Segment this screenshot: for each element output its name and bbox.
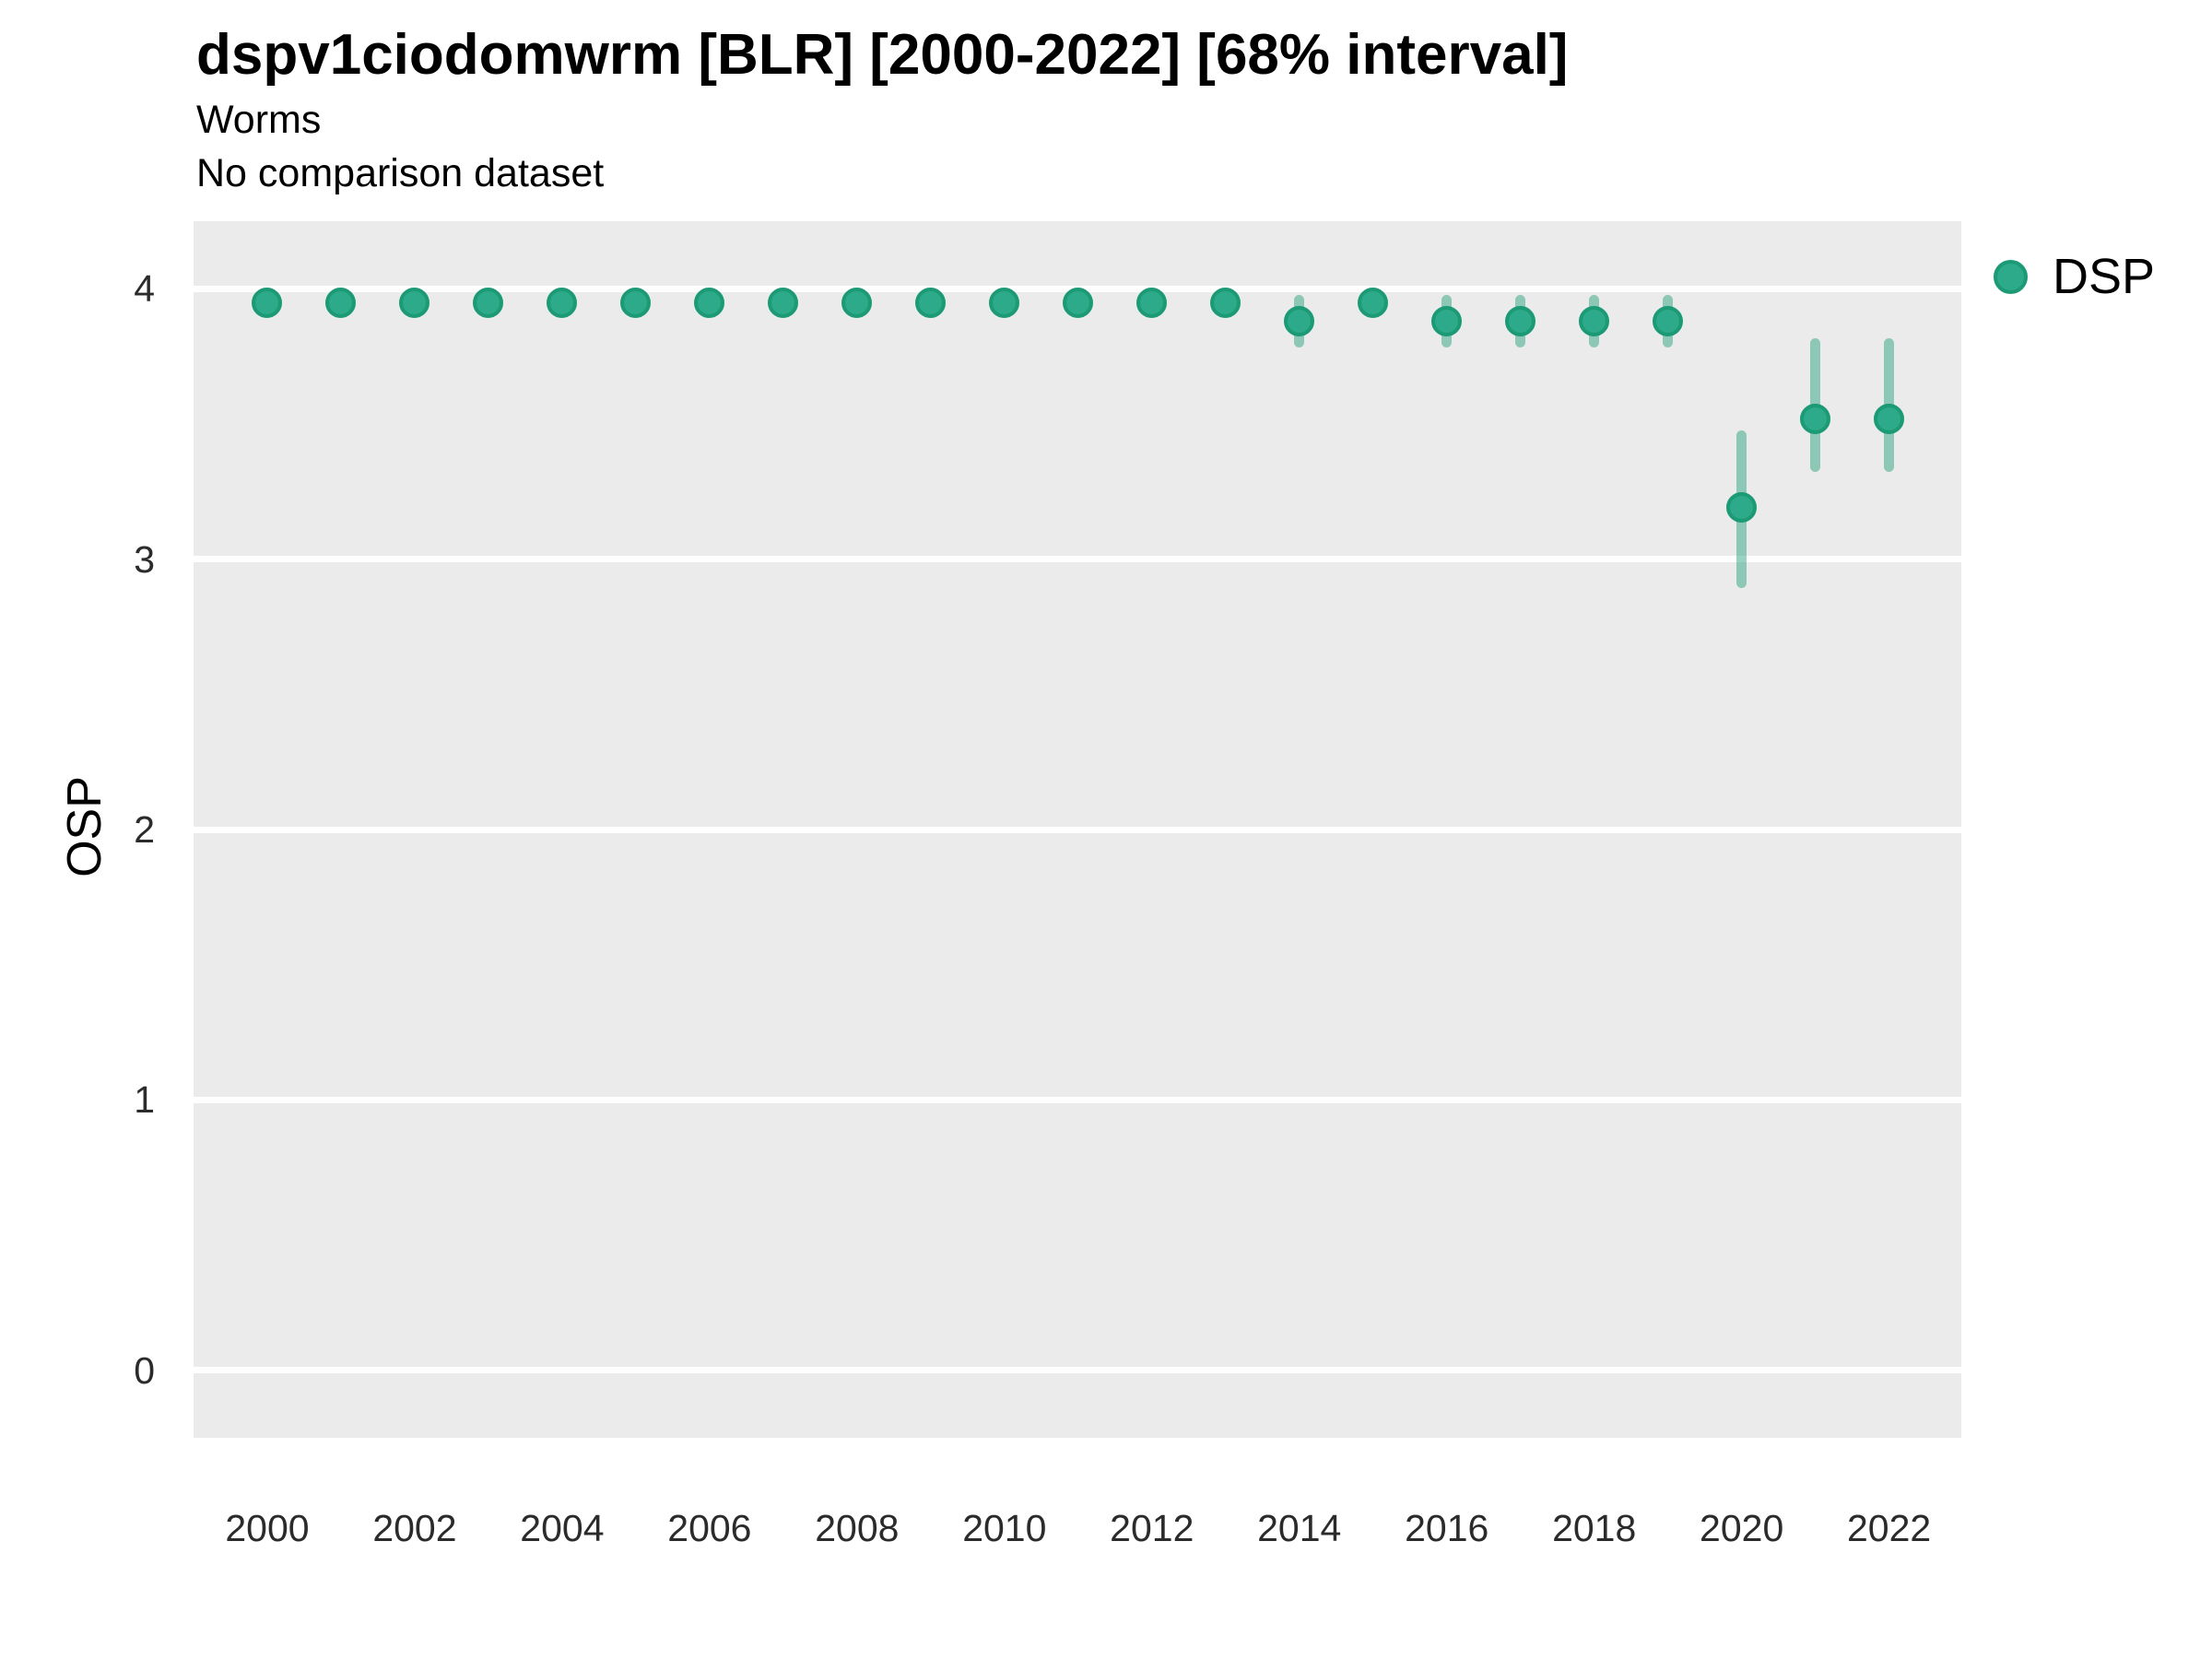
data-point-2012 xyxy=(1136,287,1168,318)
y-tick-label-0: 0 xyxy=(134,1348,155,1392)
plot-panel xyxy=(194,221,1961,1438)
data-point-2013 xyxy=(1210,287,1241,318)
data-point-2016 xyxy=(1431,306,1463,337)
data-point-2015 xyxy=(1358,287,1389,318)
y-tick-label-4: 4 xyxy=(134,267,155,311)
chart-title: dspv1ciodomwrm [BLR] [2000-2022] [68% in… xyxy=(196,23,1569,87)
legend-point-icon xyxy=(1994,260,2028,294)
x-tick-label-2016: 2016 xyxy=(1405,1507,1489,1549)
data-point-2022 xyxy=(1874,403,1905,434)
data-point-2006 xyxy=(694,287,725,318)
data-point-2011 xyxy=(1063,287,1094,318)
x-tick-label-2008: 2008 xyxy=(815,1507,900,1549)
x-tick-label-2006: 2006 xyxy=(667,1507,752,1549)
y-tick-label-1: 1 xyxy=(134,1078,155,1122)
data-point-2019 xyxy=(1653,306,1684,337)
legend-label: DSP xyxy=(2053,249,2156,304)
x-tick-label-2022: 2022 xyxy=(1847,1507,1932,1549)
x-tick-label-2000: 2000 xyxy=(225,1507,310,1549)
gridline-y-1 xyxy=(194,1096,1961,1103)
y-tick-label-2: 2 xyxy=(134,808,155,851)
data-point-2002 xyxy=(399,287,430,318)
data-point-2017 xyxy=(1505,306,1536,337)
data-point-2018 xyxy=(1579,306,1610,337)
x-tick-label-2012: 2012 xyxy=(1110,1507,1194,1549)
data-point-2010 xyxy=(989,287,1020,318)
data-point-2008 xyxy=(841,287,873,318)
data-point-2020 xyxy=(1726,492,1758,524)
y-tick-label-3: 3 xyxy=(134,537,155,581)
gridline-y-3 xyxy=(194,556,1961,563)
x-tick-label-2004: 2004 xyxy=(520,1507,605,1549)
data-point-2021 xyxy=(1800,403,1831,434)
x-tick-label-2010: 2010 xyxy=(962,1507,1047,1549)
chart-comparison-note: No comparison dataset xyxy=(196,151,605,195)
x-tick-label-2002: 2002 xyxy=(372,1507,457,1549)
data-point-2009 xyxy=(915,287,947,318)
chart-subtitle: Worms xyxy=(196,98,322,142)
gridline-y-2 xyxy=(194,826,1961,833)
data-point-2001 xyxy=(325,287,357,318)
gridline-y-0 xyxy=(194,1367,1961,1374)
data-point-2007 xyxy=(768,287,799,318)
data-point-2003 xyxy=(473,287,504,318)
data-point-2014 xyxy=(1284,306,1315,337)
x-tick-label-2020: 2020 xyxy=(1700,1507,1784,1549)
data-point-2005 xyxy=(620,287,652,318)
data-point-2000 xyxy=(252,287,283,318)
x-tick-label-2018: 2018 xyxy=(1552,1507,1637,1549)
x-tick-label-2014: 2014 xyxy=(1257,1507,1342,1549)
data-point-2004 xyxy=(547,287,578,318)
